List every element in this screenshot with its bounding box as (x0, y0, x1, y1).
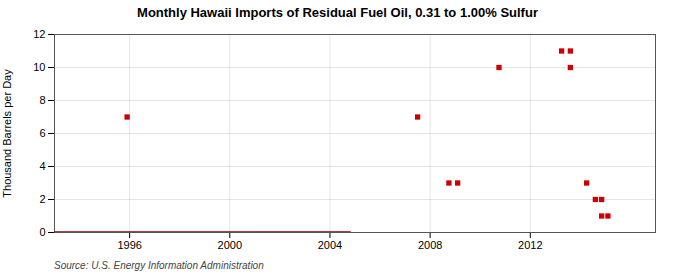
svg-text:Thousand Barrels per Day: Thousand Barrels per Day (1, 69, 13, 198)
svg-text:2: 2 (39, 193, 45, 205)
svg-text:1996: 1996 (117, 239, 141, 251)
svg-text:12: 12 (33, 28, 45, 40)
svg-text:2008: 2008 (418, 239, 442, 251)
svg-text:2012: 2012 (518, 239, 542, 251)
html-text:Source: U.S. Energy Informatio: Source: U.S. Energy Information Administ… (54, 260, 264, 271)
svg-text:4: 4 (39, 160, 45, 172)
svg-text:2004: 2004 (318, 239, 342, 251)
svg-text:2000: 2000 (218, 239, 242, 251)
svg-text:10: 10 (33, 61, 45, 73)
html-text:Monthly Hawaii Imports of Resi: Monthly Hawaii Imports of Residual Fuel … (137, 5, 538, 20)
svg-text:6: 6 (39, 127, 45, 139)
svg-text:8: 8 (39, 94, 45, 106)
svg-text:0: 0 (39, 226, 45, 238)
